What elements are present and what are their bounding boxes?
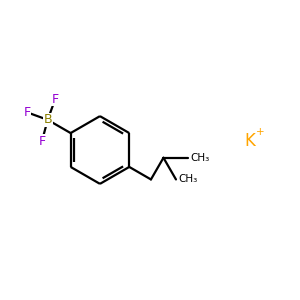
Text: +: + (256, 127, 265, 137)
Text: F: F (38, 135, 46, 148)
Text: CH₃: CH₃ (178, 174, 198, 184)
Text: F: F (23, 106, 31, 119)
Text: F: F (52, 93, 59, 106)
Text: B: B (44, 113, 52, 126)
Text: CH₃: CH₃ (191, 153, 210, 163)
Text: K: K (245, 132, 256, 150)
